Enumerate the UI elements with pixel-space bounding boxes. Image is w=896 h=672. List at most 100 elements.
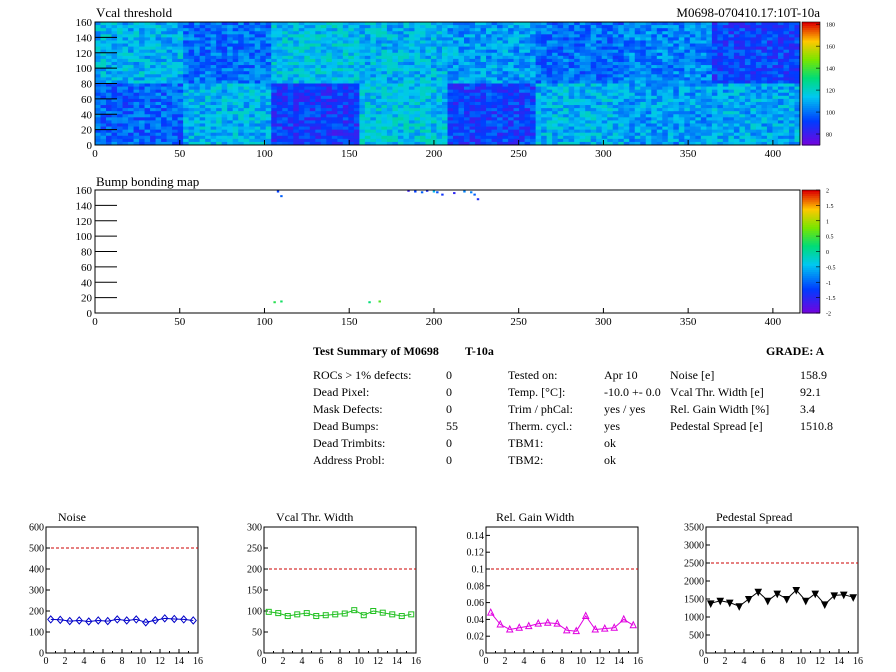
heatmap-cell xyxy=(695,92,702,97)
heatmap-cell xyxy=(100,89,107,94)
heatmap-cell xyxy=(640,95,647,100)
heatmap-cell xyxy=(309,58,316,63)
heatmap-cell xyxy=(552,120,559,124)
heatmap-cell xyxy=(265,92,272,97)
heatmap-cell xyxy=(172,83,179,87)
heatmap-cell xyxy=(100,92,107,97)
heatmap-cell xyxy=(634,74,641,78)
heatmap-cell xyxy=(700,92,707,97)
heatmap-cell xyxy=(260,135,267,140)
heatmap-cell xyxy=(579,49,586,54)
heatmap-cell xyxy=(139,89,145,94)
heatmap-cell xyxy=(227,37,234,41)
heatmap-cell xyxy=(629,61,636,66)
heatmap-cell xyxy=(271,65,278,69)
heatmap-cell xyxy=(386,95,393,100)
heatmap-cell xyxy=(238,123,245,127)
heatmap-cell xyxy=(590,92,597,97)
heatmap-cell xyxy=(100,117,107,121)
heatmap-cell xyxy=(689,83,696,87)
heatmap-cell xyxy=(287,37,294,41)
heatmap-cell xyxy=(392,58,399,63)
heatmap-cell xyxy=(216,141,223,146)
heatmap-cell xyxy=(722,105,729,109)
heatmap-cell xyxy=(348,80,355,84)
heatmap-cell xyxy=(287,129,294,134)
heatmap-cell xyxy=(144,31,151,35)
heatmap-cell xyxy=(596,105,603,109)
heatmap-cell xyxy=(144,55,151,60)
heatmap-cell xyxy=(133,71,140,75)
heatmap-cell xyxy=(381,105,388,109)
heatmap-cell xyxy=(469,111,476,115)
heatmap-cell xyxy=(419,132,426,137)
heatmap-cell xyxy=(293,77,300,81)
heatmap-cell xyxy=(651,65,658,69)
heatmap-cell xyxy=(111,141,118,146)
heatmap-cell xyxy=(293,108,300,112)
heatmap-cell xyxy=(447,83,454,87)
heatmap-cell xyxy=(579,141,586,146)
heatmap-cell xyxy=(557,28,564,32)
heatmap-cell xyxy=(375,52,382,57)
heatmap-cell xyxy=(568,52,575,57)
heatmap-cell xyxy=(117,49,123,54)
heatmap-cell xyxy=(579,61,586,66)
heatmap-cell xyxy=(331,77,338,81)
heatmap-cell xyxy=(651,132,658,137)
heatmap-cell xyxy=(397,71,404,75)
heatmap-cell xyxy=(535,114,542,118)
heatmap-cell xyxy=(199,40,206,44)
heatmap-cell xyxy=(386,98,393,103)
heatmap-cell xyxy=(700,117,707,121)
heatmap-cell xyxy=(106,132,112,137)
heatmap-cell xyxy=(210,37,217,41)
heatmap-cell xyxy=(221,141,228,146)
heatmap-cell xyxy=(111,65,118,69)
heatmap-cell xyxy=(282,129,289,134)
heatmap-cell xyxy=(238,95,245,100)
heatmap-cell xyxy=(722,138,729,143)
heatmap-cell xyxy=(733,37,740,41)
heatmap-cell xyxy=(177,71,184,75)
heatmap-cell xyxy=(623,71,630,75)
heatmap-cell xyxy=(309,92,316,97)
heatmap-cell xyxy=(656,65,663,69)
heatmap-cell xyxy=(166,117,173,121)
heatmap-cell xyxy=(733,83,740,87)
heatmap-cell xyxy=(502,105,509,109)
heatmap-cell xyxy=(150,43,156,47)
heatmap-cell xyxy=(783,61,790,66)
heatmap-cell xyxy=(359,28,366,32)
heatmap-cell xyxy=(497,49,503,54)
heatmap-cell xyxy=(150,92,156,97)
heatmap-cell xyxy=(232,101,239,106)
heatmap-cell xyxy=(144,49,151,54)
heatmap-cell xyxy=(546,117,553,121)
heatmap-cell xyxy=(320,49,327,54)
heatmap-cell xyxy=(623,120,630,124)
heatmap-cell xyxy=(276,46,283,51)
heatmap-cell xyxy=(607,123,614,127)
heatmap-cell xyxy=(348,126,355,131)
heatmap-cell xyxy=(117,138,123,143)
heatmap-cell xyxy=(194,52,201,57)
heatmap-cell xyxy=(403,83,410,87)
heatmap-cell xyxy=(447,89,454,94)
heatmap-cell xyxy=(475,86,481,91)
heatmap-cell xyxy=(282,65,289,69)
heatmap-cell xyxy=(563,132,570,137)
heatmap-cell xyxy=(309,98,316,103)
heatmap-cell xyxy=(331,105,338,109)
heatmap-cell xyxy=(199,83,206,87)
heatmap-cell xyxy=(733,28,740,32)
heatmap-cell xyxy=(282,52,289,57)
heatmap-cell xyxy=(419,123,426,127)
heatmap-cell xyxy=(618,37,625,41)
heatmap-cell xyxy=(337,22,344,26)
heatmap-cell xyxy=(216,83,223,87)
heatmap-cell xyxy=(386,77,393,81)
heatmap-cell xyxy=(403,117,410,121)
heatmap-cell xyxy=(298,43,305,47)
